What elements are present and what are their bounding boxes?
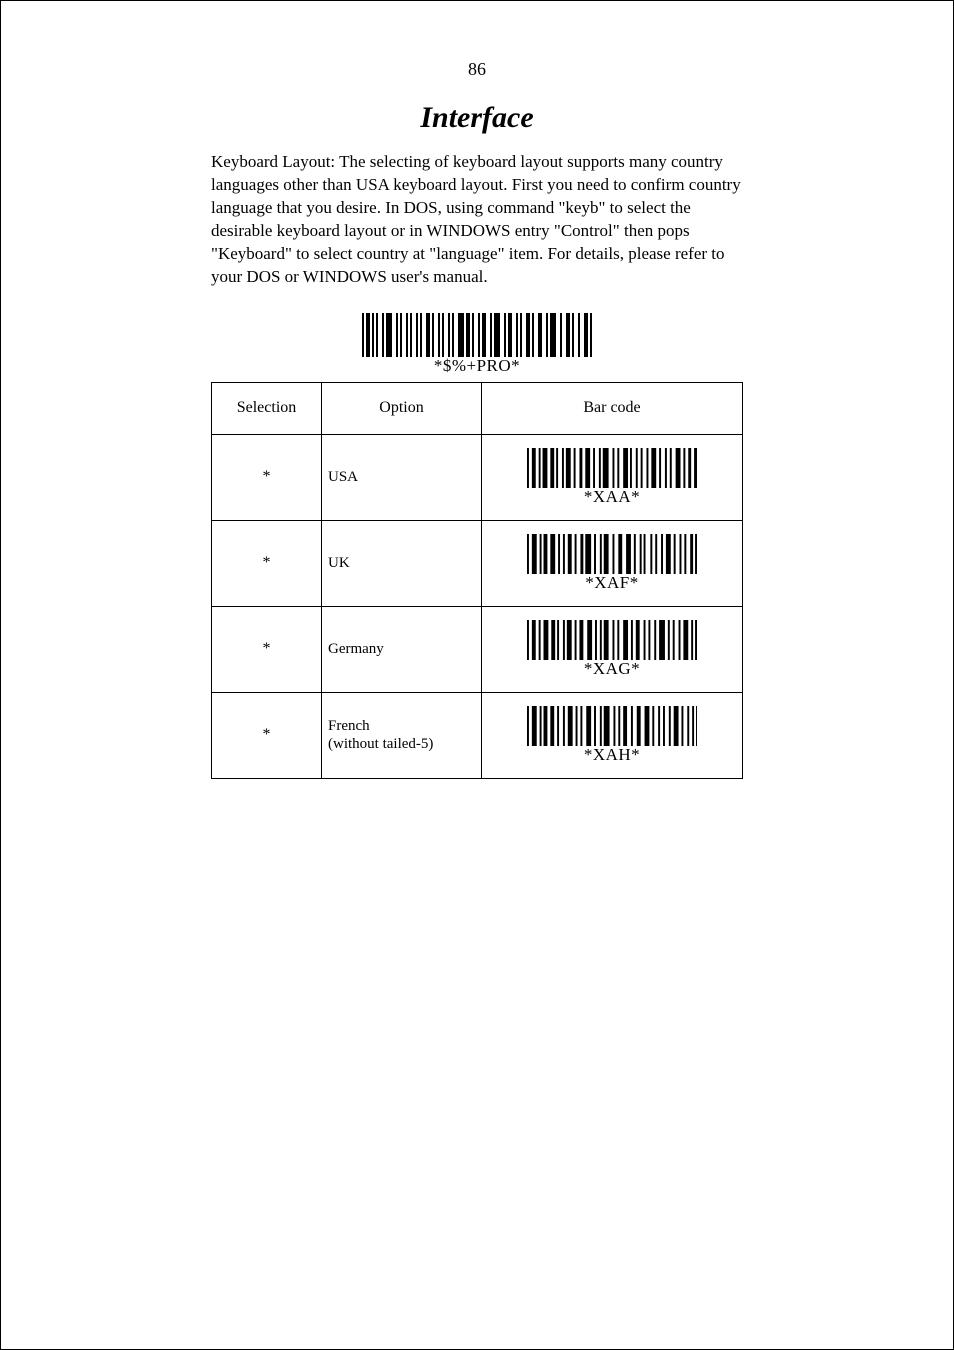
row-barcode-label: *XAH* bbox=[584, 745, 640, 765]
barcode-icon bbox=[362, 313, 592, 357]
row-barcode-label: *XAF* bbox=[585, 573, 639, 593]
row-barcode-label: *XAG* bbox=[584, 659, 640, 679]
row-barcode: *XAH* bbox=[488, 706, 736, 765]
col-header-option: Option bbox=[322, 382, 482, 434]
cell-option: USA bbox=[322, 434, 482, 520]
description: Keyboard Layout: The selecting of keyboa… bbox=[211, 151, 743, 289]
cell-selection: * bbox=[212, 434, 322, 520]
page-number: 86 bbox=[1, 59, 953, 80]
row-barcode: *XAF* bbox=[488, 534, 736, 593]
row-barcode: *XAG* bbox=[488, 620, 736, 679]
program-barcode-label: *$%+PRO* bbox=[434, 356, 520, 376]
program-barcode: *$%+PRO* bbox=[211, 313, 743, 376]
cell-barcode: *XAF* bbox=[482, 520, 743, 606]
row-barcode: *XAA* bbox=[488, 448, 736, 507]
table-row: * Germany bbox=[212, 606, 743, 692]
cell-barcode: *XAG* bbox=[482, 606, 743, 692]
page-title: Interface bbox=[211, 101, 743, 135]
cell-barcode: *XAH* bbox=[482, 692, 743, 778]
cell-selection: * bbox=[212, 520, 322, 606]
table-header-row: Selection Option Bar code bbox=[212, 382, 743, 434]
table-row: * USA bbox=[212, 434, 743, 520]
cell-selection: * bbox=[212, 606, 322, 692]
table-row: * UK bbox=[212, 520, 743, 606]
col-header-barcode: Bar code bbox=[482, 382, 743, 434]
cell-selection: * bbox=[212, 692, 322, 778]
cell-barcode: *XAA* bbox=[482, 434, 743, 520]
cell-option: Germany bbox=[322, 606, 482, 692]
col-header-selection: Selection bbox=[212, 382, 322, 434]
cell-option: French (without tailed-5) bbox=[322, 692, 482, 778]
barcode-icon bbox=[527, 620, 697, 660]
barcode-icon bbox=[527, 706, 697, 746]
barcode-icon bbox=[527, 534, 697, 574]
page: 86 Interface Keyboard Layout: The select… bbox=[0, 0, 954, 1350]
row-barcode-label: *XAA* bbox=[584, 487, 640, 507]
table-row: * French (without tailed-5) bbox=[212, 692, 743, 778]
cell-option: UK bbox=[322, 520, 482, 606]
barcode-icon bbox=[527, 448, 697, 488]
options-table: Selection Option Bar code * USA bbox=[211, 382, 743, 779]
